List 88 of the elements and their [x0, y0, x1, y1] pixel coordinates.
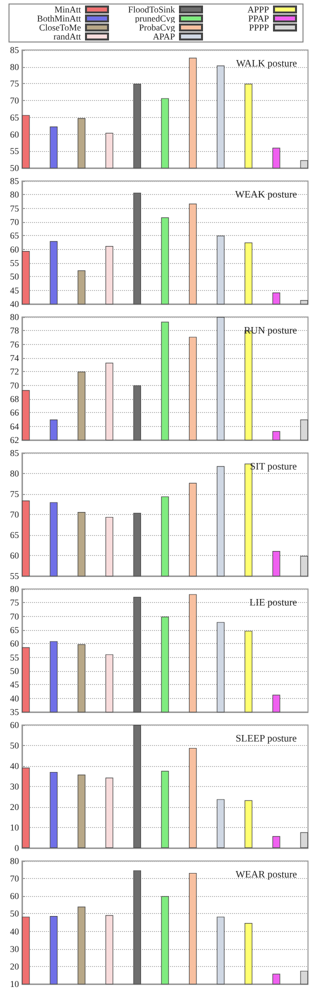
- y-tick-label: 72: [10, 366, 19, 377]
- bar: [50, 772, 58, 848]
- y-tick-label: 60: [10, 891, 20, 902]
- y-tick-label: 75: [10, 78, 20, 89]
- y-tick-label: 40: [10, 926, 20, 936]
- y-tick-label: 20: [10, 802, 20, 812]
- y-tick-label: 62: [10, 435, 19, 445]
- text: WALK posture: [236, 58, 298, 70]
- bar: [244, 800, 252, 848]
- y-tick-label: 50: [10, 272, 20, 282]
- bar: [133, 725, 142, 848]
- y-tick-label: 30: [10, 782, 20, 792]
- y-tick-label: 55: [10, 258, 20, 268]
- y-tick-label: 45: [10, 680, 20, 690]
- y-tick-label: 10: [10, 979, 20, 989]
- legend-label: FloodToSink: [128, 4, 176, 14]
- bar: [161, 770, 169, 848]
- legend-label: randAtt: [54, 32, 82, 42]
- y-tick-label: 64: [10, 421, 20, 432]
- y-tick-label: 76: [10, 339, 20, 350]
- y-tick-label: 65: [10, 112, 20, 122]
- text: WEAR posture: [236, 870, 298, 880]
- y-tick-label: 75: [10, 203, 20, 214]
- y-tick-label: 85: [10, 176, 20, 186]
- y-tick-label: 70: [10, 611, 20, 622]
- y-tick-label: 0: [14, 843, 20, 853]
- y-tick-label: 60: [10, 550, 20, 560]
- y-tick-label: 80: [10, 856, 20, 866]
- legend-label: PPPP: [248, 22, 269, 32]
- y-tick-label: 50: [10, 163, 20, 173]
- y-tick-label: 50: [10, 740, 20, 750]
- y-tick-label: 70: [10, 874, 20, 884]
- y-tick-label: 40: [10, 761, 20, 771]
- legend-label: APAP: [152, 32, 175, 42]
- y-tick-label: 65: [10, 530, 20, 540]
- y-tick-label: 60: [10, 244, 20, 254]
- y-tick-label: 65: [10, 625, 20, 635]
- legend-label: CloseToMe: [39, 22, 81, 32]
- legend-label: ProbaCvg: [139, 22, 176, 32]
- bar: [22, 768, 30, 848]
- bar: [300, 832, 308, 848]
- y-tick-label: 85: [10, 448, 20, 458]
- text: SLEEP posture: [236, 734, 298, 744]
- y-tick-label: 68: [10, 394, 20, 404]
- y-tick-label: 40: [10, 693, 20, 704]
- y-tick-label: 80: [10, 312, 20, 322]
- y-tick-label: 55: [10, 146, 20, 156]
- y-tick-label: 74: [10, 353, 20, 363]
- legend-label: BothMinAtt: [36, 14, 82, 24]
- legend-label: prunedCvg: [135, 14, 176, 24]
- y-tick-label: 85: [10, 45, 20, 55]
- y-tick-label: 65: [10, 230, 20, 241]
- bar: [105, 778, 114, 848]
- y-tick-label: 50: [10, 908, 20, 919]
- y-tick-label: 80: [10, 468, 20, 478]
- y-tick-label: 35: [10, 707, 20, 717]
- y-tick-label: 45: [10, 285, 20, 296]
- y-tick-label: 70: [10, 510, 20, 520]
- bar: [216, 799, 225, 848]
- y-tick-label: 70: [10, 96, 20, 106]
- text: RUN posture: [244, 326, 298, 336]
- y-tick-label: 60: [10, 638, 20, 649]
- y-tick-label: 10: [10, 822, 20, 832]
- y-tick-label: 70: [10, 217, 20, 227]
- bar: [78, 774, 86, 848]
- y-tick-label: 55: [10, 571, 20, 581]
- y-tick-label: 55: [10, 652, 20, 662]
- y-tick-label: 30: [10, 944, 20, 954]
- bar: [272, 836, 280, 848]
- y-tick-label: 75: [10, 598, 20, 608]
- legend-label: APPP: [247, 4, 269, 14]
- y-tick-label: 60: [10, 720, 20, 730]
- y-tick-label: 78: [10, 326, 20, 336]
- y-tick-label: 70: [10, 380, 20, 390]
- y-tick-label: 80: [10, 190, 20, 200]
- bar: [188, 748, 197, 848]
- text: WEAK posture: [235, 190, 298, 200]
- y-tick-label: 66: [10, 408, 20, 418]
- y-tick-label: 80: [10, 62, 20, 72]
- legend-label: PPAP: [248, 14, 269, 24]
- y-tick-label: 80: [10, 584, 20, 594]
- text: LIE posture: [250, 598, 298, 608]
- y-tick-label: 40: [10, 299, 20, 309]
- legend-label: MinAtt: [54, 4, 82, 14]
- y-tick-label: 50: [10, 666, 20, 676]
- y-tick-label: 20: [10, 961, 20, 972]
- y-tick-label: 60: [10, 129, 20, 140]
- y-tick-label: 75: [10, 489, 20, 499]
